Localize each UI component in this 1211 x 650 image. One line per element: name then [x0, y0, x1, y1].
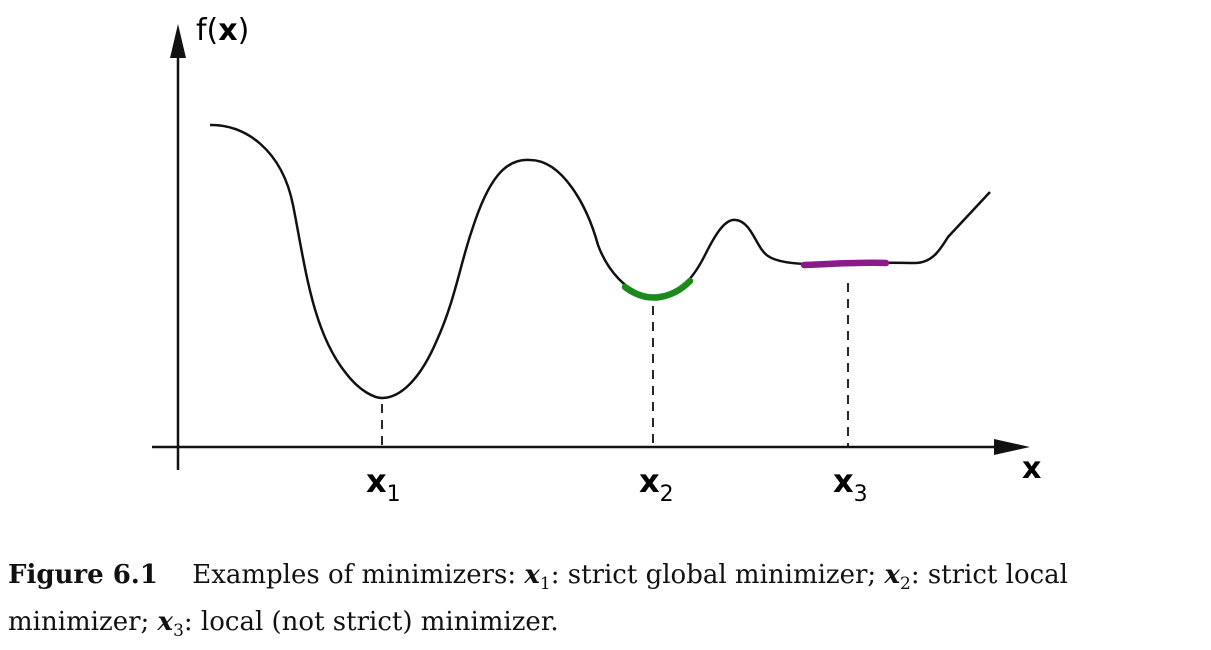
x2-label-sub: 2: [660, 482, 674, 507]
caption-var-x2: x2: [884, 560, 911, 595]
y-axis-arrowhead: [170, 24, 186, 58]
caption-label: Figure 6.1: [8, 560, 158, 590]
y-axis-label-var: x: [218, 13, 237, 48]
caption-text-x2: : strict local minimizer;: [8, 560, 1068, 638]
flat-min-highlight: [800, 259, 890, 269]
caption-lead: Examples of minimizers:: [192, 560, 517, 590]
x3-label-letter: x: [833, 462, 854, 500]
x3-label: x3: [833, 462, 868, 507]
y-axis-label-prefix: f(: [196, 13, 218, 48]
y-axis-label-suffix: ): [238, 13, 250, 48]
x2-label: x2: [639, 462, 674, 507]
x1-label: x1: [366, 462, 401, 507]
x-axis-arrowhead: [994, 439, 1030, 455]
caption-text-x1: : strict global minimizer;: [550, 560, 877, 590]
minimizer-diagram: f(x) x x1 x2 x3: [152, 13, 1041, 507]
x2-label-letter: x: [639, 462, 660, 500]
y-axis-label: f(x): [196, 13, 249, 48]
caption-var-x1: x1: [524, 560, 551, 595]
x-axis-label: x: [1022, 451, 1041, 486]
caption-var-x3: x3: [157, 607, 184, 642]
x1-label-letter: x: [366, 462, 387, 500]
x3-label-sub: 3: [854, 482, 868, 507]
strict-local-min-highlight: [621, 277, 694, 301]
figure-caption: Figure 6.1 Examples of minimizers: x1: s…: [8, 556, 1203, 650]
function-curve: [209, 123, 991, 400]
caption-text-x3: : local (not strict) minimizer.: [183, 607, 559, 638]
x1-label-sub: 1: [387, 482, 401, 507]
